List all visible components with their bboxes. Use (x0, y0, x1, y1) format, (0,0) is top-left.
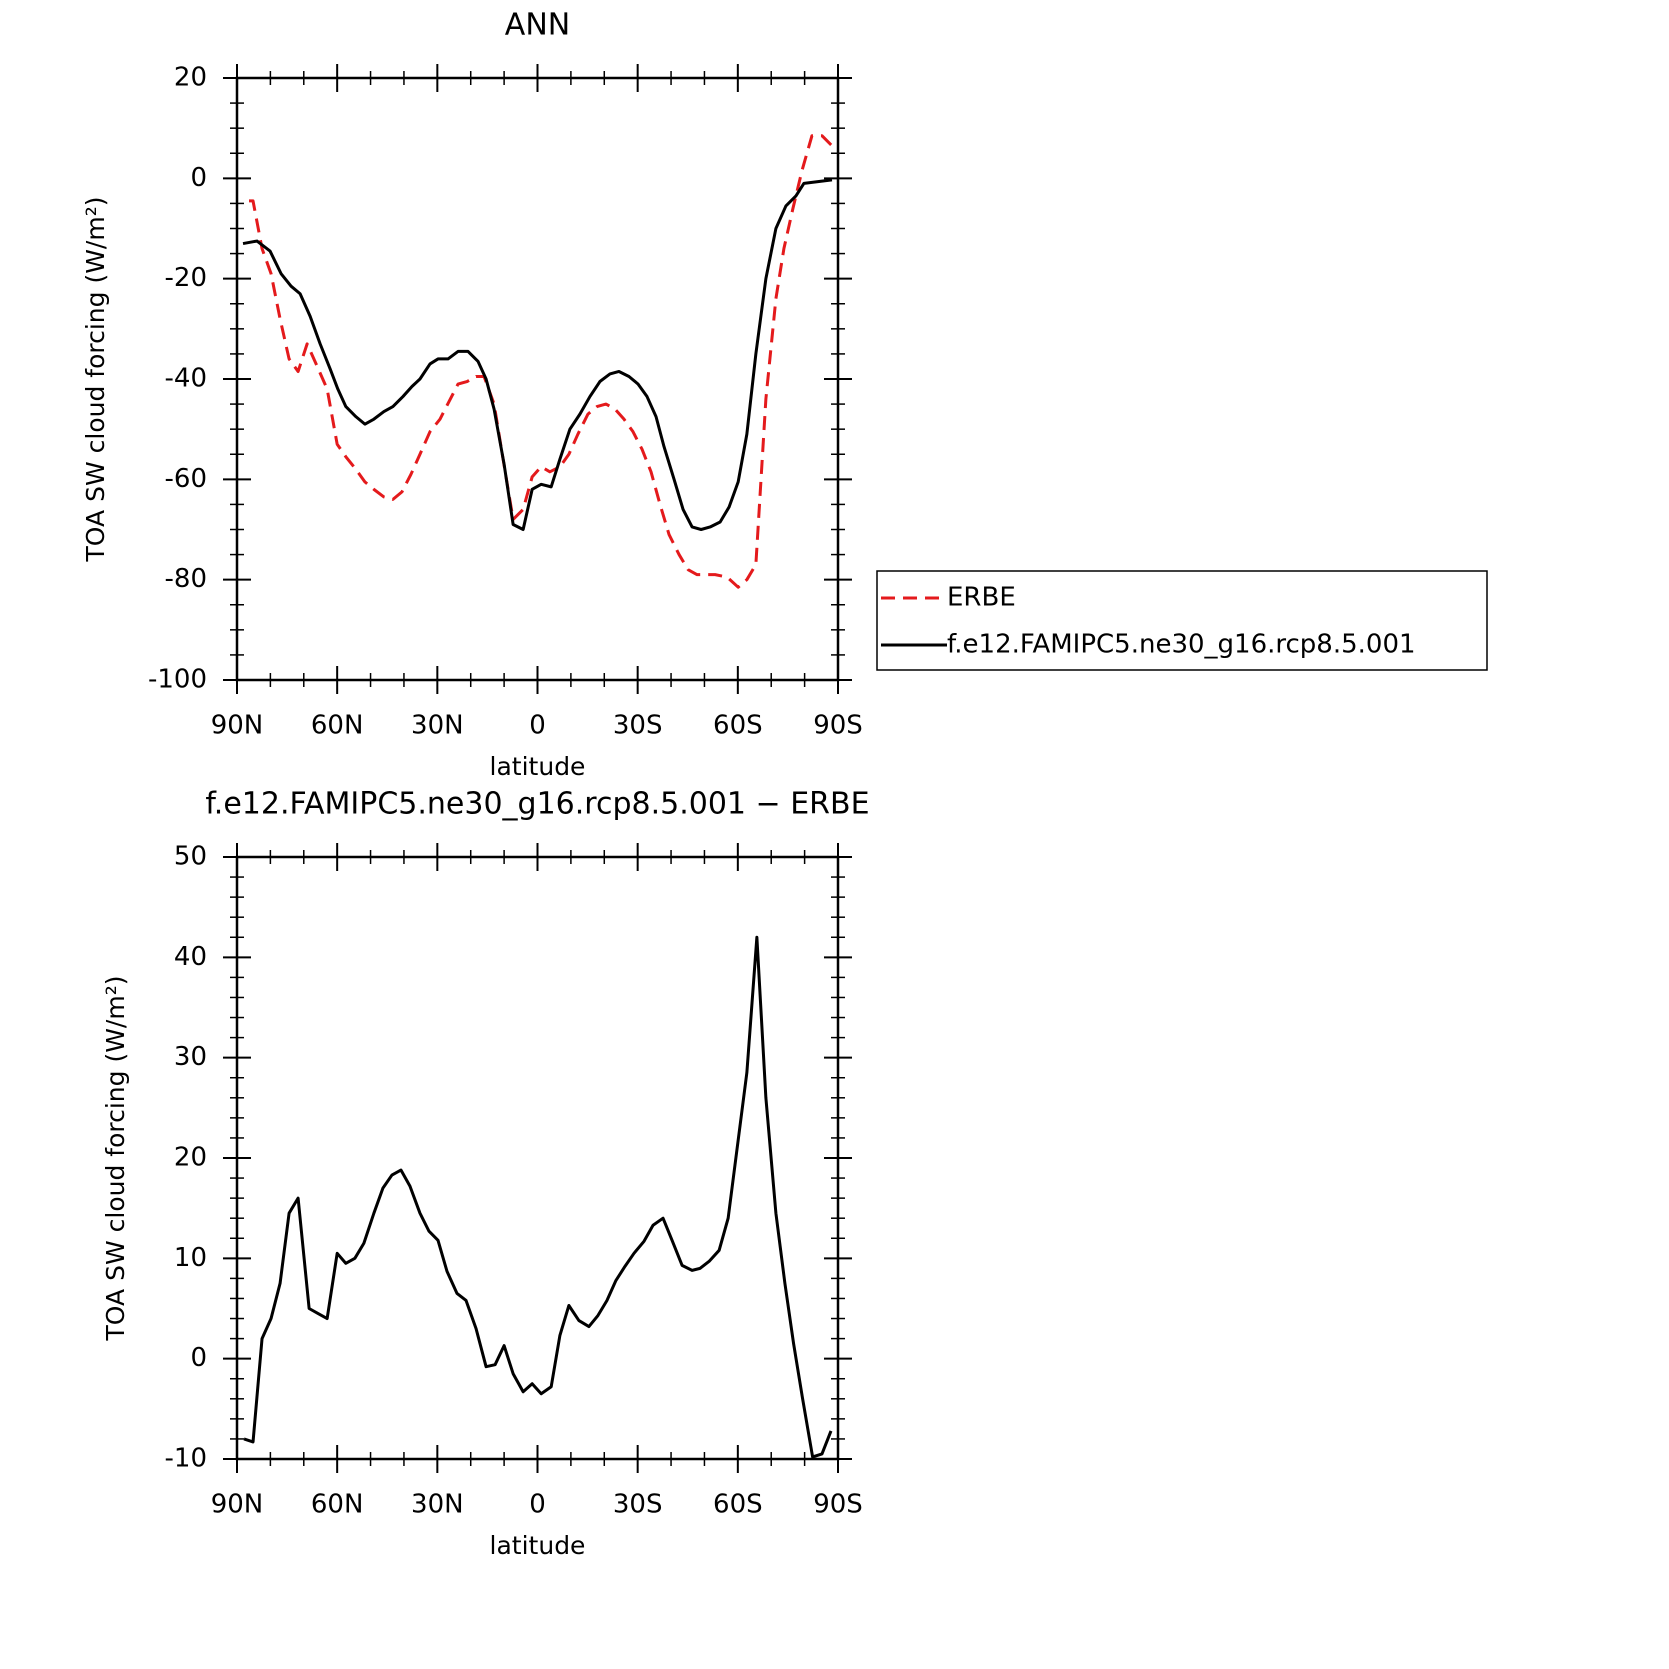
y-tick-label: -80 (165, 564, 207, 594)
y-tick-label: 20 (174, 63, 207, 93)
data-line (249, 134, 834, 589)
legend-label: ERBE (947, 583, 1016, 613)
x-tick-label: 30N (411, 711, 464, 741)
x-tick-label: 90S (813, 711, 863, 741)
y-tick-label: 30 (174, 1042, 207, 1072)
x-tick-label: 60S (713, 711, 763, 741)
y-tick-label: 10 (174, 1243, 207, 1273)
x-tick-label: 90S (813, 1490, 863, 1520)
x-tick-label: 60S (713, 1490, 763, 1520)
y-tick-label: -40 (165, 364, 207, 394)
legend-box (876, 570, 1488, 671)
y-tick-label: 40 (174, 942, 207, 972)
data-line (242, 178, 833, 531)
x-tick-label: 90N (211, 711, 264, 741)
y-tick-label: 0 (190, 1343, 207, 1373)
x-tick-label: 60N (311, 1490, 364, 1520)
plot-frame (235, 76, 840, 682)
chart-title: ANN (505, 8, 570, 43)
y-tick-label: 0 (190, 163, 207, 193)
y-tick-label: -100 (148, 665, 207, 695)
x-tick-label: 30N (411, 1490, 464, 1520)
y-tick-label: 50 (174, 842, 207, 872)
y-tick-label: 20 (174, 1143, 207, 1173)
legend-label: f.e12.FAMIPC5.ne30_g16.rcp8.5.001 (947, 630, 1416, 660)
plot-frame (235, 855, 840, 1461)
x-tick-label: 60N (311, 711, 364, 741)
y-axis-label: TOA SW cloud forcing (W/m²) (101, 976, 130, 1342)
y-tick-label: -60 (165, 464, 207, 494)
x-tick-label: 30S (613, 1490, 663, 1520)
x-axis-label: latitude (490, 752, 586, 781)
x-tick-label: 90N (211, 1490, 264, 1520)
x-axis-label: latitude (490, 1531, 586, 1560)
x-tick-label: 30S (613, 711, 663, 741)
x-tick-label: 0 (529, 711, 546, 741)
y-tick-label: -10 (165, 1444, 207, 1474)
chart-title: f.e12.FAMIPC5.ne30_g16.rcp8.5.001 − ERBE (205, 787, 869, 822)
y-tick-label: -20 (165, 263, 207, 293)
x-tick-label: 0 (529, 1490, 546, 1520)
y-axis-label: TOA SW cloud forcing (W/m²) (81, 197, 110, 563)
data-line (243, 935, 833, 1459)
